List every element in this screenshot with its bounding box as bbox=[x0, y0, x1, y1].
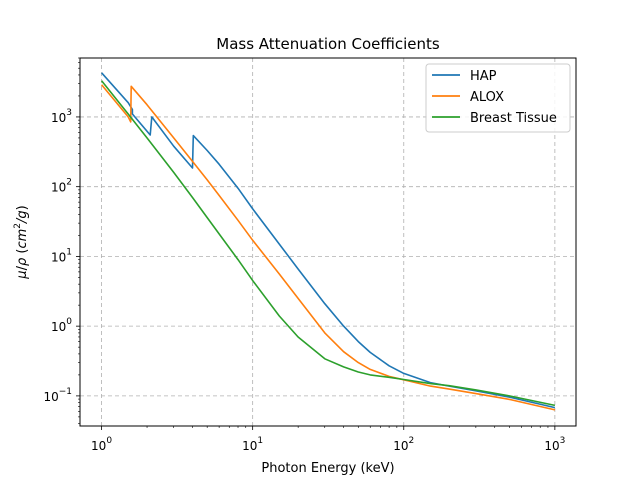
y-tick-label: 102 bbox=[51, 178, 72, 195]
x-tick-label-exp: 1 bbox=[257, 436, 263, 446]
x-tick-label: 102 bbox=[393, 436, 414, 453]
series-line-alox bbox=[100, 84, 556, 411]
y-tick-label: 101 bbox=[51, 247, 72, 264]
y-tick-label-exp: 0 bbox=[66, 317, 72, 327]
legend-label: ALOX bbox=[470, 90, 504, 105]
y-tick-label-base: 10 bbox=[51, 181, 66, 195]
x-tick-label: 101 bbox=[242, 436, 263, 453]
x-tick-label-exp: 0 bbox=[106, 436, 112, 446]
legend: HAP ALOX Breast Tissue bbox=[425, 63, 571, 133]
x-axis-label: Photon Energy (keV) bbox=[261, 461, 394, 476]
y-axis-label: μ/ρ (cm2/g) bbox=[13, 205, 30, 279]
x-tick-label-base: 10 bbox=[242, 439, 257, 453]
series-line-hap bbox=[101, 72, 556, 409]
x-tick-label-base: 10 bbox=[393, 439, 408, 453]
plot-frame bbox=[79, 57, 577, 427]
x-tick-label-exp: 3 bbox=[560, 436, 566, 446]
y-tick-label-base: 10 bbox=[51, 320, 66, 334]
legend-label: Breast Tissue bbox=[470, 111, 557, 126]
y-tick-label-base: 10 bbox=[51, 250, 66, 264]
y-tick-label-base: 10 bbox=[51, 111, 66, 125]
y-tick-label-base: 10 bbox=[43, 390, 58, 404]
y-tick-label: 10−1 bbox=[43, 387, 72, 404]
series-lines bbox=[100, 72, 556, 411]
y-tick-label-exp: 3 bbox=[66, 108, 72, 118]
x-tick-label-base: 10 bbox=[91, 439, 106, 453]
legend-label: HAP bbox=[470, 69, 497, 84]
x-tick-label-exp: 2 bbox=[409, 436, 415, 446]
y-tick-label: 100 bbox=[51, 317, 72, 334]
y-tick-label-exp: 2 bbox=[66, 178, 72, 188]
legend-box bbox=[425, 63, 571, 133]
x-tick-label-base: 10 bbox=[544, 439, 559, 453]
x-tick-label: 103 bbox=[544, 436, 565, 453]
y-tick-label-exp: −1 bbox=[59, 387, 72, 397]
chart-title: Mass Attenuation Coefficients bbox=[216, 35, 440, 53]
y-tick-label: 103 bbox=[51, 108, 72, 125]
series-line-breast-tissue bbox=[100, 80, 556, 407]
x-tick-label: 100 bbox=[91, 436, 112, 453]
y-tick-label-exp: 1 bbox=[66, 247, 72, 257]
